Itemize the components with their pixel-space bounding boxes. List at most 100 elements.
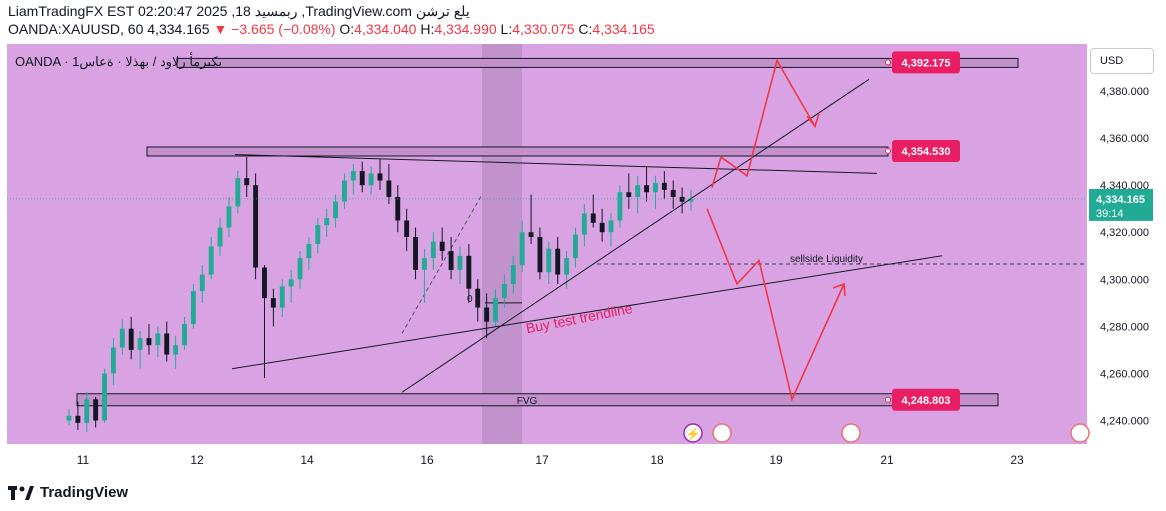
candle-body[interactable] <box>368 173 374 186</box>
candle-body[interactable] <box>359 171 365 186</box>
candle-body[interactable] <box>413 236 418 270</box>
candle-body[interactable] <box>119 328 125 348</box>
candle-body[interactable] <box>315 225 321 244</box>
lightning-glyph: ⚡ <box>686 427 701 441</box>
bullish-projection-arrow[interactable] <box>711 58 816 188</box>
candle-body[interactable] <box>102 373 107 421</box>
candle-body[interactable] <box>581 213 587 235</box>
candle-body[interactable] <box>66 415 72 421</box>
candle-body[interactable] <box>324 218 330 226</box>
us-flag-event-icon[interactable] <box>712 423 732 443</box>
candle-body[interactable] <box>644 185 650 193</box>
candle-body[interactable] <box>244 178 250 186</box>
symbol-label[interactable]: OANDA:XAUUSD, 60 <box>8 21 144 37</box>
candle-body[interactable] <box>555 248 561 275</box>
sellside-liquidity-label: sellside Liquidity <box>790 254 863 265</box>
candle-body[interactable] <box>626 192 632 197</box>
candle-body[interactable] <box>270 298 276 308</box>
candle-body[interactable] <box>466 255 472 289</box>
candle-body[interactable] <box>262 267 267 299</box>
candle-body[interactable] <box>75 415 81 423</box>
us-flag-event-icon[interactable] <box>1070 423 1090 443</box>
candle-body[interactable] <box>635 185 641 197</box>
level-price-tag[interactable] <box>892 388 960 411</box>
candle-body[interactable] <box>475 288 481 308</box>
candle-body[interactable] <box>430 241 436 259</box>
candle-body[interactable] <box>484 307 490 322</box>
candle-body[interactable] <box>208 246 214 275</box>
plot-area[interactable] <box>7 44 1087 444</box>
candle-body[interactable] <box>199 274 205 292</box>
candle-body[interactable] <box>537 236 543 273</box>
candle-body[interactable] <box>617 192 623 221</box>
level-price-tag[interactable] <box>892 139 960 162</box>
candle-body[interactable] <box>182 324 187 346</box>
fib-dashed-line <box>401 194 483 334</box>
x-tick-label: 23 <box>1010 453 1024 467</box>
candle-body[interactable] <box>84 399 90 423</box>
candle-body[interactable] <box>599 222 605 233</box>
candle-body[interactable] <box>564 258 570 275</box>
candle-body[interactable] <box>661 182 667 190</box>
candle-body[interactable] <box>137 338 143 350</box>
candle-body[interactable] <box>306 244 312 259</box>
vertical-highlight-zone <box>482 44 522 444</box>
candle-body[interactable] <box>333 201 339 219</box>
candle-body[interactable] <box>235 178 241 207</box>
candle-body[interactable] <box>155 333 161 346</box>
buy-test-trendline[interactable] <box>231 255 943 370</box>
level-price-tag-text: 4,354.530 <box>902 146 951 158</box>
candle-body[interactable] <box>546 248 552 273</box>
candle-body[interactable] <box>110 347 116 374</box>
candle-body[interactable] <box>528 232 534 237</box>
candle-body[interactable] <box>421 258 427 270</box>
candle-body[interactable] <box>653 182 658 193</box>
bearish-projection-arrow[interactable] <box>706 208 845 402</box>
candle-body[interactable] <box>590 213 596 223</box>
pane-symbol-label: OANDA · يكيرمأ رلاود / بهذلا · ةعاس1 <box>15 52 223 70</box>
us-flag-event-icon[interactable] <box>841 423 861 443</box>
candle-body[interactable] <box>297 258 303 280</box>
candle-body[interactable] <box>501 284 507 299</box>
level-box-mid[interactable] <box>146 146 889 157</box>
candle-body[interactable] <box>439 241 445 252</box>
candle-body[interactable] <box>670 189 676 197</box>
candle-body[interactable] <box>573 234 578 259</box>
y-tick-label: 4,240.000 <box>1100 415 1149 427</box>
candle-body[interactable] <box>493 298 498 322</box>
candle-body[interactable] <box>457 255 463 270</box>
candle-body[interactable] <box>342 180 347 202</box>
change-readout: −3.665 (−0.08%) <box>231 21 336 37</box>
fvg-box[interactable] <box>76 393 999 407</box>
candle-body[interactable] <box>404 220 410 237</box>
candle-body[interactable] <box>146 338 152 346</box>
candle-body[interactable] <box>386 180 392 197</box>
candle-body[interactable] <box>226 206 232 228</box>
candle-body[interactable] <box>253 185 259 268</box>
candle-body[interactable] <box>93 399 99 421</box>
candle-body[interactable] <box>173 345 179 355</box>
candle-body[interactable] <box>519 232 525 266</box>
candle-body[interactable] <box>350 171 356 181</box>
candle-body[interactable] <box>288 279 294 287</box>
candle-body[interactable] <box>377 173 383 181</box>
currency-button[interactable]: USD <box>1090 48 1154 74</box>
level-price-tag[interactable] <box>892 51 960 74</box>
x-tick-label: 14 <box>300 453 314 467</box>
level-box-top[interactable] <box>176 57 1019 68</box>
resistance-trendline[interactable] <box>234 154 878 174</box>
high-value: 4,334.990 <box>434 21 497 37</box>
candle-body[interactable] <box>164 333 170 355</box>
candle-body[interactable] <box>217 227 223 247</box>
candle-body[interactable] <box>688 199 694 202</box>
candle-body[interactable] <box>190 291 196 324</box>
candle-body[interactable] <box>395 196 401 221</box>
candle-body[interactable] <box>608 220 614 233</box>
ascending-trendline[interactable] <box>401 78 870 393</box>
candle-body[interactable] <box>128 328 134 350</box>
lightning-event-icon[interactable] <box>683 423 703 443</box>
candle-body[interactable] <box>510 265 516 284</box>
candle-body[interactable] <box>279 286 285 308</box>
candle-body[interactable] <box>448 251 454 270</box>
